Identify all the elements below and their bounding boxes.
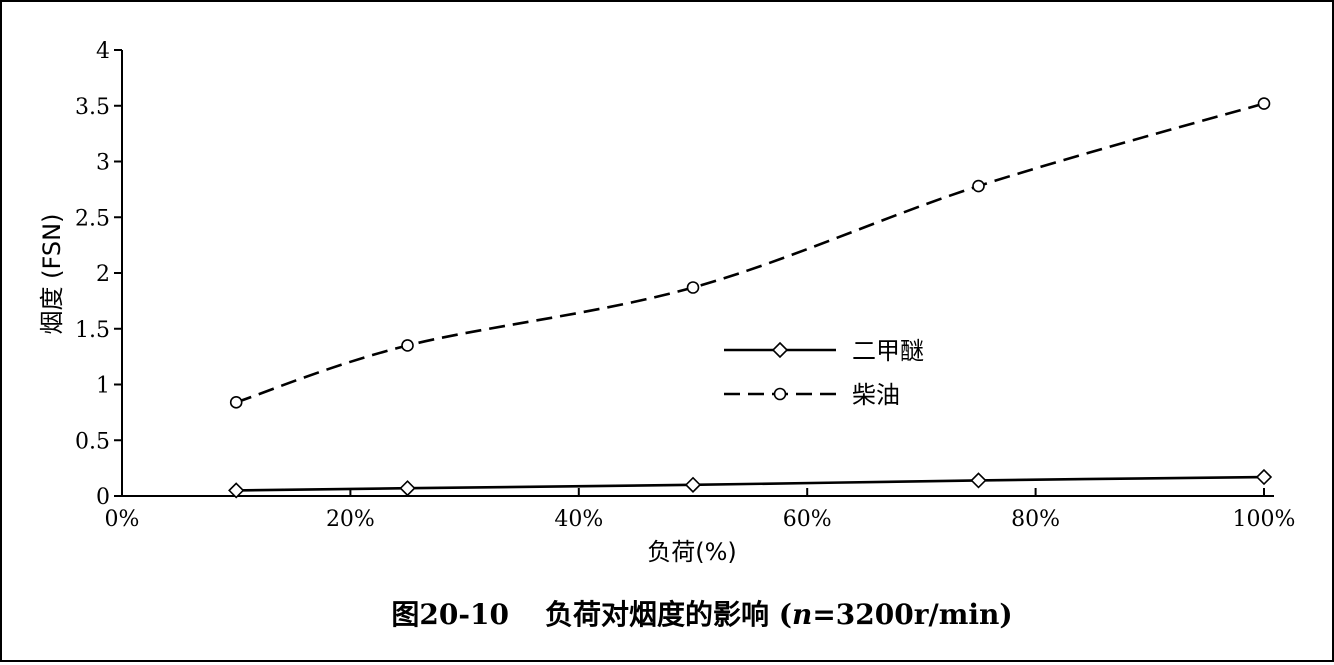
series-line — [235, 102, 1265, 404]
x-tick-label: 100% — [1233, 507, 1296, 532]
legend-label: 柴油 — [852, 381, 900, 409]
series-diesel — [229, 97, 1271, 409]
y-tick-label: 4 — [96, 39, 110, 64]
y-axis-label: 烟度 (FSN) — [38, 214, 66, 335]
data-point — [1257, 97, 1271, 110]
data-point — [401, 339, 414, 352]
y-tick-label: 3 — [96, 151, 110, 176]
y-tick-label: 2 — [96, 262, 110, 287]
data-point — [399, 480, 416, 497]
x-axis-label: 负荷(%) — [647, 538, 737, 566]
legend-item: 柴油 — [724, 381, 900, 409]
x-axis-ticks: 0% 20% 40% 60% 80% 100% — [105, 488, 1296, 532]
data-point — [228, 482, 245, 499]
y-tick-label: 2.5 — [75, 206, 110, 231]
x-tick-label: 0% — [105, 507, 140, 532]
y-tick-label: 0 — [96, 485, 110, 510]
data-point — [972, 179, 985, 193]
y-tick-label: 3.5 — [75, 95, 110, 120]
x-tick-label: 80% — [1011, 507, 1060, 532]
data-point — [229, 396, 243, 409]
series-dme — [228, 468, 1273, 499]
caption-condition: =3200r/min) — [812, 598, 1012, 631]
y-axis-ticks: 0 0.5 1 1.5 2 2.5 3 3.5 4 — [75, 39, 122, 510]
data-point — [686, 281, 700, 294]
x-tick-label: 60% — [783, 507, 832, 532]
y-tick-label: 1 — [96, 374, 110, 399]
caption-title: 负荷对烟度的影响 ( — [545, 598, 792, 631]
data-point — [1255, 468, 1273, 486]
caption-variable: n — [792, 598, 812, 631]
legend-label: 二甲醚 — [852, 337, 924, 365]
data-point — [684, 476, 702, 493]
caption-prefix: 图20-10 — [391, 598, 509, 631]
axes — [121, 50, 1274, 497]
x-tick-label: 40% — [554, 507, 603, 532]
legend-marker — [773, 387, 787, 401]
y-tick-label: 0.5 — [75, 429, 110, 454]
series-line — [236, 475, 1265, 492]
figure-caption: 图20-10 负荷对烟度的影响 (n=3200r/min) — [391, 598, 1012, 631]
legend-item: 二甲醚 — [724, 337, 924, 365]
x-tick-label: 20% — [326, 507, 375, 532]
series-layer — [228, 97, 1273, 499]
y-tick-label: 1.5 — [75, 318, 110, 343]
data-point — [970, 472, 987, 489]
legend-marker — [771, 341, 789, 359]
